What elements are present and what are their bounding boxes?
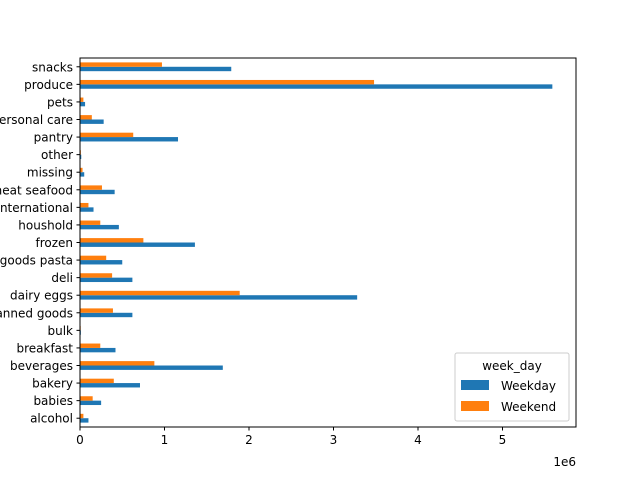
bar-weekday-pets [80, 101, 86, 107]
bars-group [80, 62, 553, 423]
bar-weekday-dry-goods-pasta [80, 260, 123, 265]
y-tick-label-international: international [0, 201, 73, 215]
bar-weekday-canned-goods [80, 312, 133, 318]
y-tick-label-frozen: frozen [35, 236, 73, 250]
y-tick-label-breakfast: breakfast [16, 341, 73, 355]
bar-weekday-missing [80, 172, 85, 177]
y-tick-label-missing: missing [27, 166, 73, 180]
bar-weekend-beverages [80, 361, 155, 366]
x-tick-label-3: 3 [330, 433, 338, 447]
bar-weekday-bakery [80, 383, 140, 388]
x-tick-label-2: 2 [245, 433, 253, 447]
bar-weekday-beverages [80, 365, 223, 370]
bar-weekend-pantry [80, 132, 134, 138]
y-tick-label-snacks: snacks [32, 60, 73, 74]
y-tick-label-beverages: beverages [10, 359, 73, 373]
y-tick-label-meat-seafood: meat seafood [0, 183, 73, 197]
bar-weekend-deli [80, 273, 113, 278]
bar-weekend-meat-seafood [80, 185, 102, 190]
bar-weekday-frozen [80, 242, 195, 247]
y-tick-label-dry-goods-pasta: dry goods pasta [0, 254, 73, 268]
bar-weekend-bakery [80, 378, 114, 384]
bar-weekend-dry-goods-pasta [80, 255, 107, 261]
y-axis-ticks: alcohol babies bakery beverages breakfast bul… [0, 60, 80, 426]
bar-weekend-frozen [80, 238, 144, 243]
y-tick-label-personal-care: personal care [0, 113, 73, 127]
bar-weekend-dairy-eggs [80, 290, 240, 296]
bar-weekday-pantry [80, 137, 179, 142]
bar-weekend-international [80, 202, 89, 208]
bar-weekend-snacks [80, 62, 162, 67]
x-tick-label-4: 4 [414, 433, 422, 447]
bar-weekday-babies [80, 400, 102, 406]
x-tick-label-0: 0 [76, 433, 84, 447]
bar-weekday-meat-seafood [80, 189, 115, 195]
y-tick-label-houshold: houshold [18, 218, 73, 232]
bar-weekend-produce [80, 79, 375, 85]
bar-weekend-babies [80, 396, 93, 401]
x-tick-label-1: 1 [161, 433, 169, 447]
bar-weekend-canned-goods [80, 308, 113, 313]
bar-weekday-alcohol [80, 418, 89, 423]
legend-label-weekend: Weekend [501, 400, 556, 414]
legend-swatch-weekend [461, 401, 489, 411]
y-tick-label-babies: babies [33, 394, 73, 408]
plot-frame [79, 57, 577, 428]
y-tick-label-deli: deli [51, 271, 73, 285]
bar-weekday-produce [80, 84, 553, 89]
bar-weekend-missing [80, 167, 83, 173]
legend-swatch-weekday [461, 380, 489, 390]
legend-label-weekday: Weekday [501, 379, 556, 393]
bar-weekend-breakfast [80, 343, 101, 348]
bar-weekday-other [80, 154, 82, 160]
bar-weekday-deli [80, 277, 133, 283]
bar-weekend-alcohol [80, 413, 84, 419]
legend: week_day Weekday Weekend [454, 352, 570, 422]
y-tick-label-pantry: pantry [34, 131, 73, 145]
y-tick-label-dairy-eggs: dairy eggs [10, 289, 73, 303]
y-tick-label-bulk: bulk [47, 324, 73, 338]
y-tick-label-other: other [41, 148, 73, 162]
x-axis-ticks: 0 1 2 3 4 5 [76, 427, 506, 447]
bar-weekday-houshold [80, 224, 119, 230]
bar-weekday-breakfast [80, 347, 116, 353]
y-tick-label-produce: produce [24, 78, 73, 92]
y-tick-label-canned-goods: canned goods [0, 306, 73, 320]
bar-weekday-dairy-eggs [80, 295, 358, 300]
y-tick-label-bakery: bakery [32, 377, 73, 391]
y-tick-label-pets: pets [47, 95, 73, 109]
bar-weekday-snacks [80, 66, 232, 72]
bar-weekday-personal-care [80, 119, 104, 124]
bar-weekend-pets [80, 97, 84, 102]
x-tick-label-5: 5 [499, 433, 507, 447]
bar-weekend-personal-care [80, 115, 92, 120]
y-tick-label-alcohol: alcohol [30, 412, 73, 426]
x-axis-offset-label: 1e6 [553, 455, 576, 469]
bar-weekend-houshold [80, 220, 101, 225]
legend-title: week_day [482, 359, 542, 373]
bar-weekday-international [80, 207, 94, 212]
